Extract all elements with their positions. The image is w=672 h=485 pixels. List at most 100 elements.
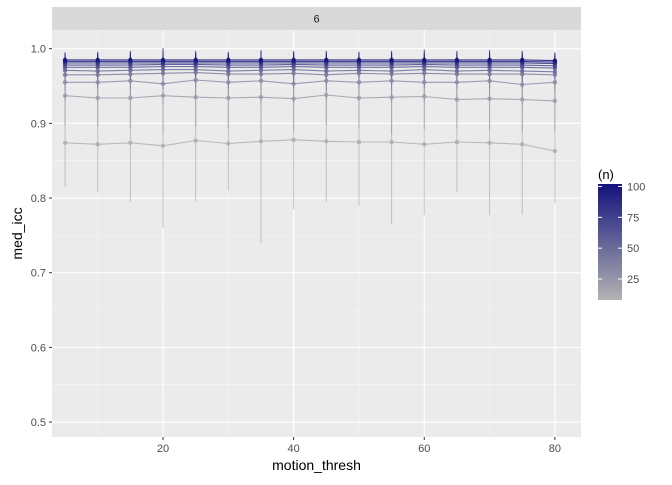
- data-point: [487, 140, 492, 145]
- y-tick-label: 1.0: [31, 44, 46, 56]
- data-point: [193, 77, 198, 83]
- y-axis: 0.5 0.6 0.7 0.8 0.9 1.0: [31, 44, 52, 429]
- data-point: [356, 95, 362, 101]
- data-point: [389, 78, 394, 83]
- data-point: [291, 96, 296, 101]
- data-point: [356, 57, 362, 63]
- data-point: [160, 143, 166, 148]
- data-point: [128, 57, 133, 63]
- data-point: [226, 141, 231, 146]
- data-point: [389, 95, 394, 100]
- data-point: [128, 140, 133, 145]
- series-line: [65, 66, 555, 69]
- data-point: [487, 71, 492, 77]
- data-point: [128, 71, 133, 77]
- data-point: [95, 80, 100, 85]
- series-line: [65, 69, 555, 73]
- data-point: [422, 80, 427, 85]
- data-point: [160, 71, 166, 76]
- data-point: [356, 139, 362, 145]
- data-point: [520, 68, 525, 74]
- y-tick-label: 0.5: [31, 417, 46, 429]
- legend-ticks: 25 50 75 100: [598, 181, 645, 286]
- data-point: [95, 72, 100, 78]
- data-point: [193, 95, 198, 100]
- series-line: [65, 62, 555, 65]
- data-point: [552, 80, 558, 85]
- data-point: [520, 57, 525, 63]
- data-point: [291, 71, 296, 76]
- data-point: [258, 71, 264, 77]
- data-point: [454, 57, 460, 63]
- data-point: [454, 97, 460, 102]
- legend: (n) 25 50 75 100: [598, 167, 645, 300]
- series-line: [65, 59, 555, 62]
- data-point: [128, 78, 133, 83]
- facet-strip-label: 6: [313, 14, 319, 26]
- data-point: [193, 138, 198, 143]
- x-axis-title: motion_thresh: [272, 457, 361, 473]
- data-point: [95, 142, 100, 147]
- legend-break-label: 25: [627, 274, 639, 286]
- data-point: [62, 57, 68, 63]
- x-tick-label: 60: [418, 443, 430, 455]
- data-point: [324, 78, 329, 83]
- series-line: [65, 60, 555, 63]
- data-point: [291, 57, 296, 63]
- data-point: [62, 80, 68, 85]
- data-point: [520, 142, 525, 147]
- data-point: [324, 92, 329, 98]
- x-tick-label: 40: [288, 443, 300, 455]
- data-point: [454, 139, 460, 145]
- data-point: [422, 94, 427, 99]
- data-point: [226, 80, 231, 85]
- legend-title: (n): [598, 167, 614, 182]
- legend-colorbar: [598, 184, 622, 300]
- facet-strip: [52, 7, 581, 30]
- y-tick-label: 0.9: [31, 118, 46, 130]
- data-point: [324, 57, 329, 63]
- data-point: [487, 57, 492, 63]
- y-tick-label: 0.8: [31, 193, 46, 205]
- data-point: [258, 139, 264, 144]
- data-point: [160, 81, 166, 86]
- series-line: [65, 72, 555, 76]
- data-point: [193, 57, 198, 63]
- data-point: [324, 139, 329, 144]
- data-point: [454, 80, 460, 85]
- data-point: [454, 68, 460, 74]
- data-point: [324, 72, 329, 78]
- data-point: [552, 148, 558, 154]
- data-point: [389, 68, 394, 74]
- data-point: [520, 97, 525, 102]
- data-point: [62, 93, 68, 98]
- data-point: [95, 57, 100, 63]
- data-point: [422, 71, 427, 76]
- data-point: [226, 95, 231, 101]
- x-axis: 20 40 60 80: [157, 437, 561, 455]
- series-points: [62, 57, 558, 154]
- data-point: [62, 140, 68, 145]
- series-line: [65, 79, 555, 86]
- data-point: [258, 57, 264, 63]
- data-point: [258, 78, 264, 83]
- legend-break-label: 50: [627, 243, 639, 255]
- series-line: [65, 139, 556, 152]
- data-point: [552, 58, 558, 63]
- data-point: [487, 96, 492, 101]
- series-line: [65, 94, 555, 102]
- data-point: [389, 139, 394, 145]
- data-point: [356, 80, 362, 85]
- data-point: [324, 68, 329, 74]
- data-point: [160, 57, 166, 63]
- data-point: [291, 81, 296, 86]
- data-point: [95, 68, 100, 74]
- legend-break-label: 75: [627, 212, 639, 224]
- data-point: [95, 95, 100, 101]
- series-lines: [65, 59, 556, 152]
- legend-break-label: 100: [627, 181, 645, 193]
- data-point: [422, 57, 427, 63]
- data-point: [552, 69, 558, 75]
- data-point: [258, 95, 264, 100]
